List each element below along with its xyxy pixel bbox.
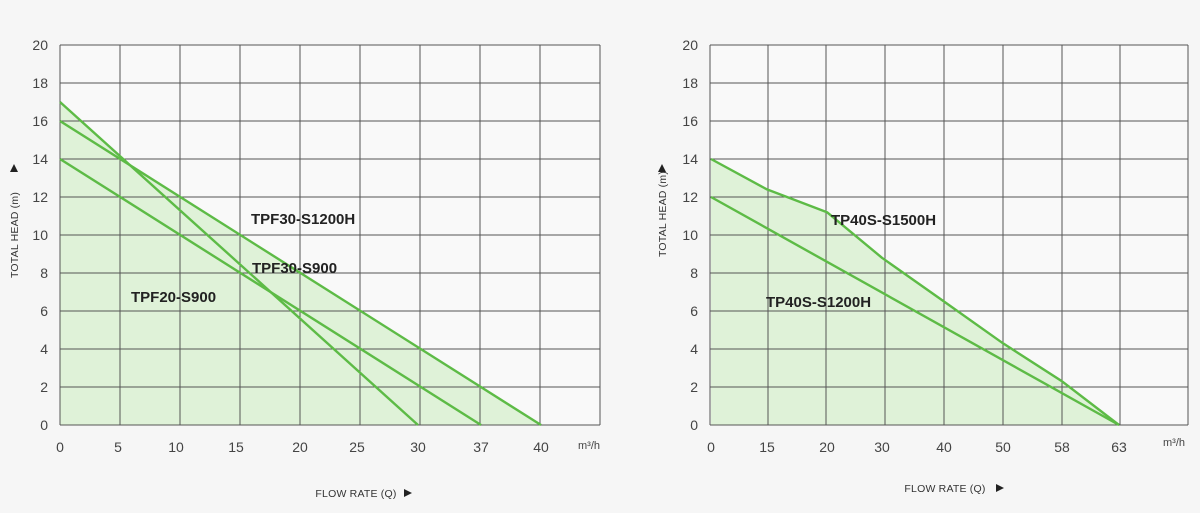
x-tick-label: 0	[56, 439, 64, 455]
x-tick-label: 30	[410, 439, 426, 455]
x-tick-label: 50	[995, 439, 1011, 455]
x-axis-title: FLOW RATE (Q)	[904, 483, 985, 495]
y-axis-arrow-icon	[658, 164, 666, 172]
y-tick-label: 16	[682, 113, 698, 129]
x-axis-arrow-icon	[404, 489, 412, 497]
series-line-tpf20-s900	[59, 101, 419, 426]
x-tick-label: 15	[228, 439, 244, 455]
series-line-tp40s-s1200h	[710, 195, 1120, 427]
x-tick-label: 37	[473, 439, 489, 455]
x-tick-label: 0	[707, 439, 715, 455]
y-axis-title: TOTAL HEAD (m)	[9, 192, 21, 278]
y-tick-label: 8	[690, 265, 698, 281]
y-tick-label: 10	[682, 227, 698, 243]
series-line-tp40s-s1500h	[710, 157, 1120, 426]
y-tick-label: 4	[40, 341, 48, 357]
x-axis-arrow-icon	[996, 484, 1004, 492]
y-tick-label: 0	[690, 417, 698, 433]
y-tick-label: 2	[690, 379, 698, 395]
y-tick-label: 16	[32, 113, 48, 129]
chart-1: TPF30-S1200H TPF30-S900 TPF20-S900 0 2 4 6 8 10 1…	[9, 37, 601, 500]
y-tick-label: 2	[40, 379, 48, 395]
y-tick-label: 18	[682, 75, 698, 91]
grid	[709, 44, 1189, 426]
series-label-tpf30-s900: TPF30-S900	[252, 260, 337, 277]
x-tick-label: 40	[936, 439, 952, 455]
y-tick-label: 10	[32, 227, 48, 243]
x-tick-label: 5	[114, 439, 122, 455]
x-unit-label: m³/h	[578, 440, 600, 452]
x-tick-label: 15	[759, 439, 775, 455]
series-label-tpf20-s900: TPF20-S900	[131, 289, 216, 306]
y-tick-label: 12	[682, 189, 698, 205]
x-tick-label: 30	[874, 439, 890, 455]
x-tick-label: 25	[349, 439, 365, 455]
grid	[59, 44, 601, 426]
y-tick-label: 8	[40, 265, 48, 281]
y-tick-label: 14	[682, 151, 698, 167]
y-tick-label: 6	[40, 303, 48, 319]
x-tick-label: 20	[819, 439, 835, 455]
y-tick-label: 6	[690, 303, 698, 319]
y-tick-label: 18	[32, 75, 48, 91]
x-tick-label: 63	[1111, 439, 1127, 455]
series-label-tp40s-s1200h: TP40S-S1200H	[766, 294, 871, 311]
series-line-tpf30-s1200h	[59, 119, 542, 427]
y-tick-label: 0	[40, 417, 48, 433]
x-tick-label: 40	[533, 439, 549, 455]
chart-2: TP40S-S1500H TP40S-S1200H 0 2 4 6 8 10 12 14 16 18 2…	[657, 37, 1189, 495]
x-tick-label: 20	[292, 439, 308, 455]
x-unit-label: m³/h	[1163, 437, 1185, 449]
x-axis-title: FLOW RATE (Q)	[315, 488, 396, 500]
x-tick-label: 10	[168, 439, 184, 455]
series-label-tp40s-s1500h: TP40S-S1500H	[831, 212, 936, 229]
x-tick-label: 58	[1054, 439, 1070, 455]
y-tick-label: 20	[32, 37, 48, 53]
y-tick-label: 4	[690, 341, 698, 357]
y-tick-label: 14	[32, 151, 48, 167]
y-tick-label: 20	[682, 37, 698, 53]
y-axis-arrow-icon	[10, 164, 18, 172]
y-tick-label: 12	[32, 189, 48, 205]
y-axis-title: TOTAL HEAD (m)	[657, 171, 669, 257]
series-label-tpf30-s1200h: TPF30-S1200H	[251, 211, 355, 228]
